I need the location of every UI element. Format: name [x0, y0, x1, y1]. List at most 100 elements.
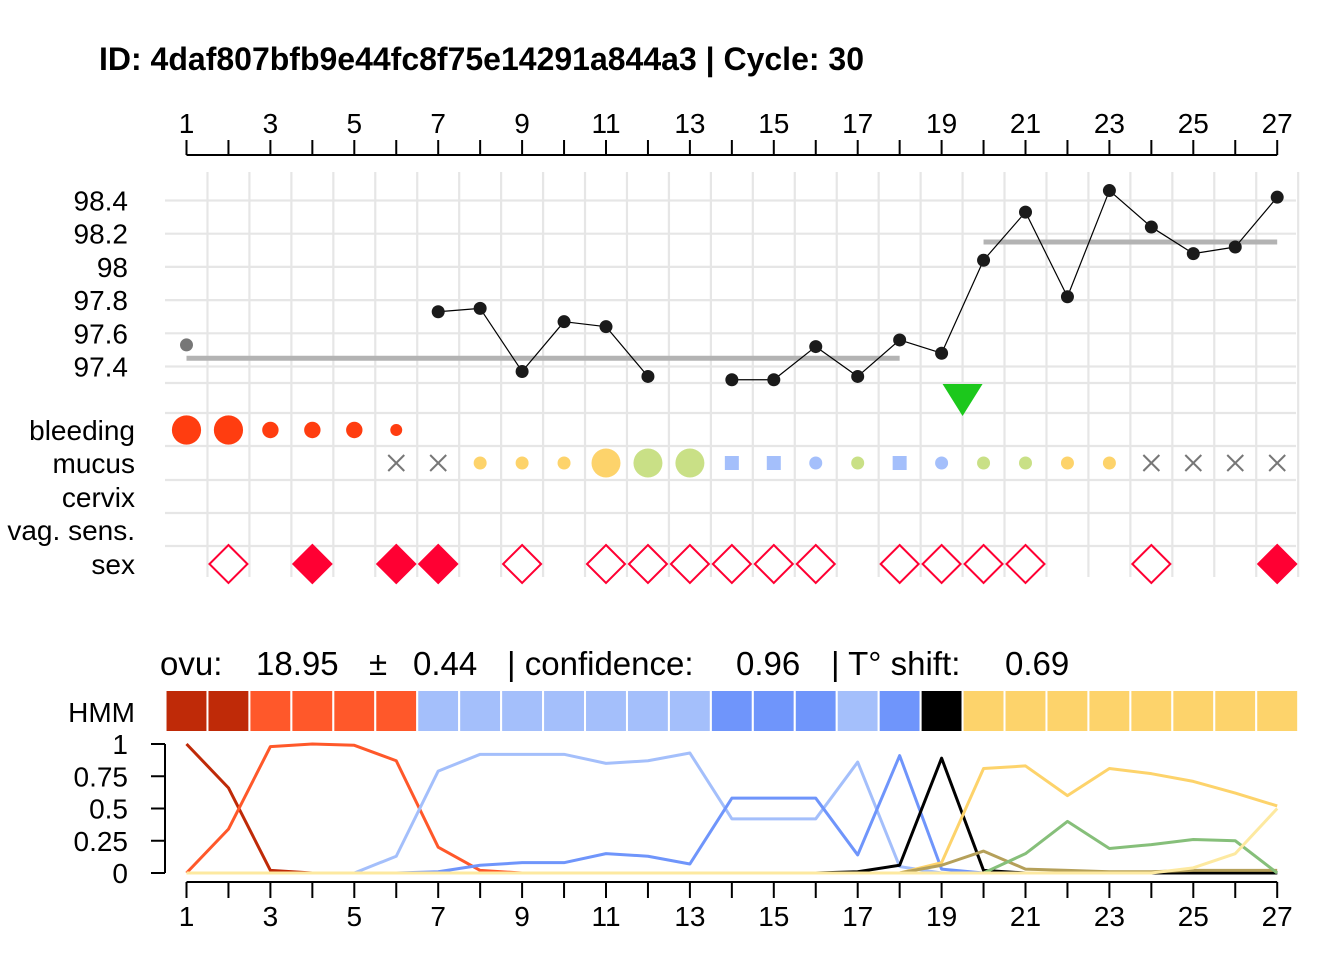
hmm-label: HMM [68, 697, 135, 728]
sex-marker [1007, 545, 1045, 583]
mucus-marker [558, 457, 571, 470]
temperature-point [558, 315, 571, 328]
temperature-point [1061, 290, 1074, 303]
x-tick-label-bottom: 11 [591, 901, 620, 932]
mucus-marker [767, 456, 781, 470]
probability-series-line [187, 756, 1278, 873]
mucus-none-marker [430, 455, 446, 471]
hmm-cell [459, 690, 501, 732]
hmm-cell [879, 690, 921, 732]
temperature-point [474, 302, 487, 315]
hmm-cell [1130, 690, 1172, 732]
y-tick-label: 97.4 [74, 352, 129, 383]
mucus-none-marker [1269, 455, 1285, 471]
sex-marker [587, 545, 625, 583]
hmm-cell [166, 690, 208, 732]
mucus-none-marker [1185, 455, 1201, 471]
x-tick-label-top: 17 [842, 108, 873, 139]
x-tick-label-top: 3 [263, 108, 279, 139]
temperature-point [851, 370, 864, 383]
hmm-cell [669, 690, 711, 732]
x-tick-label-bottom: 15 [758, 901, 789, 932]
temperature-point [1145, 221, 1158, 234]
probability-series-line [187, 851, 1278, 873]
mucus-marker [977, 457, 990, 470]
probability-series-line [187, 758, 1278, 873]
x-tick-label-bottom: 27 [1262, 901, 1293, 932]
temperature-point [893, 333, 906, 346]
x-tick-label-bottom: 21 [1010, 901, 1041, 932]
x-tick-label-bottom: 13 [674, 901, 705, 932]
sex-marker [797, 545, 835, 583]
mucus-marker [675, 449, 704, 478]
confidence-value: 0.96 [736, 645, 800, 682]
temperature-point [767, 373, 780, 386]
mucus-marker [592, 449, 621, 478]
hmm-cell [585, 690, 627, 732]
temperature-point [1229, 240, 1242, 253]
mucus-marker [935, 457, 948, 470]
x-tick-label-top: 13 [674, 108, 705, 139]
temperature-point [1103, 184, 1116, 197]
hmm-cell [417, 690, 459, 732]
shift-value: 0.69 [1005, 645, 1069, 682]
temperature-point [1019, 206, 1032, 219]
temperature-point [516, 365, 529, 378]
sex-marker [629, 545, 667, 583]
hmm-cell [1046, 690, 1088, 732]
temperature-point [432, 305, 445, 318]
mucus-marker [851, 457, 864, 470]
hmm-cell [963, 690, 1005, 732]
x-tick-label-bottom: 7 [430, 901, 446, 932]
x-tick-label-bottom: 19 [926, 901, 957, 932]
mucus-none-marker [388, 455, 404, 471]
bleeding-marker [172, 415, 201, 444]
chart-title: ID: 4daf807bfb9e44fc8f75e14291a844a3 | C… [99, 41, 864, 77]
hmm-state-strip: HMM [68, 690, 1298, 732]
hmm-cell [753, 690, 795, 732]
temperature-point [1187, 247, 1200, 260]
ovu-label: ovu: [160, 645, 222, 682]
y-tick-label-prob: 1 [112, 729, 128, 760]
x-tick-label-top: 11 [591, 108, 620, 139]
ovu-pm: ± [369, 645, 387, 682]
sex-marker [419, 545, 457, 583]
mucus-marker [809, 457, 822, 470]
bleeding-marker [214, 415, 243, 444]
sex-marker [293, 545, 331, 583]
x-tick-label-bottom: 3 [263, 901, 279, 932]
sex-marker [881, 545, 919, 583]
row-label: bleeding [29, 415, 135, 446]
x-tick-label-top: 9 [514, 108, 530, 139]
mucus-marker [1061, 457, 1074, 470]
hmm-cell [1214, 690, 1256, 732]
x-tick-label-bottom: 9 [514, 901, 530, 932]
hmm-cell [795, 690, 837, 732]
mucus-marker [516, 457, 529, 470]
bleeding-marker [304, 422, 320, 438]
y-tick-label-prob: 0 [112, 858, 128, 889]
ovulation-marker [943, 384, 983, 416]
mucus-marker [1019, 457, 1032, 470]
bleeding-marker [390, 424, 402, 436]
x-tick-label-top: 21 [1010, 108, 1041, 139]
sex-marker [923, 545, 961, 583]
hmm-cell [375, 690, 417, 732]
temperature-point [180, 338, 193, 351]
bleeding-marker [346, 422, 362, 438]
mucus-marker [893, 456, 907, 470]
hmm-cell [711, 690, 753, 732]
probability-series-line [187, 744, 1278, 873]
hmm-cell [543, 690, 585, 732]
state-probability-panel: 10.750.50.2501 3 5 7 9 11 13 15 17 19 21 23 25 27 [74, 729, 1293, 932]
ovu-sd: 0.44 [413, 645, 477, 682]
y-tick-label-prob: 0.75 [74, 761, 129, 792]
sex-marker [503, 545, 541, 583]
x-tick-label-bottom: 17 [842, 901, 873, 932]
sex-marker [671, 545, 709, 583]
hmm-cell [501, 690, 543, 732]
x-tick-label-top: 27 [1262, 108, 1293, 139]
ovu-value: 18.95 [256, 645, 339, 682]
